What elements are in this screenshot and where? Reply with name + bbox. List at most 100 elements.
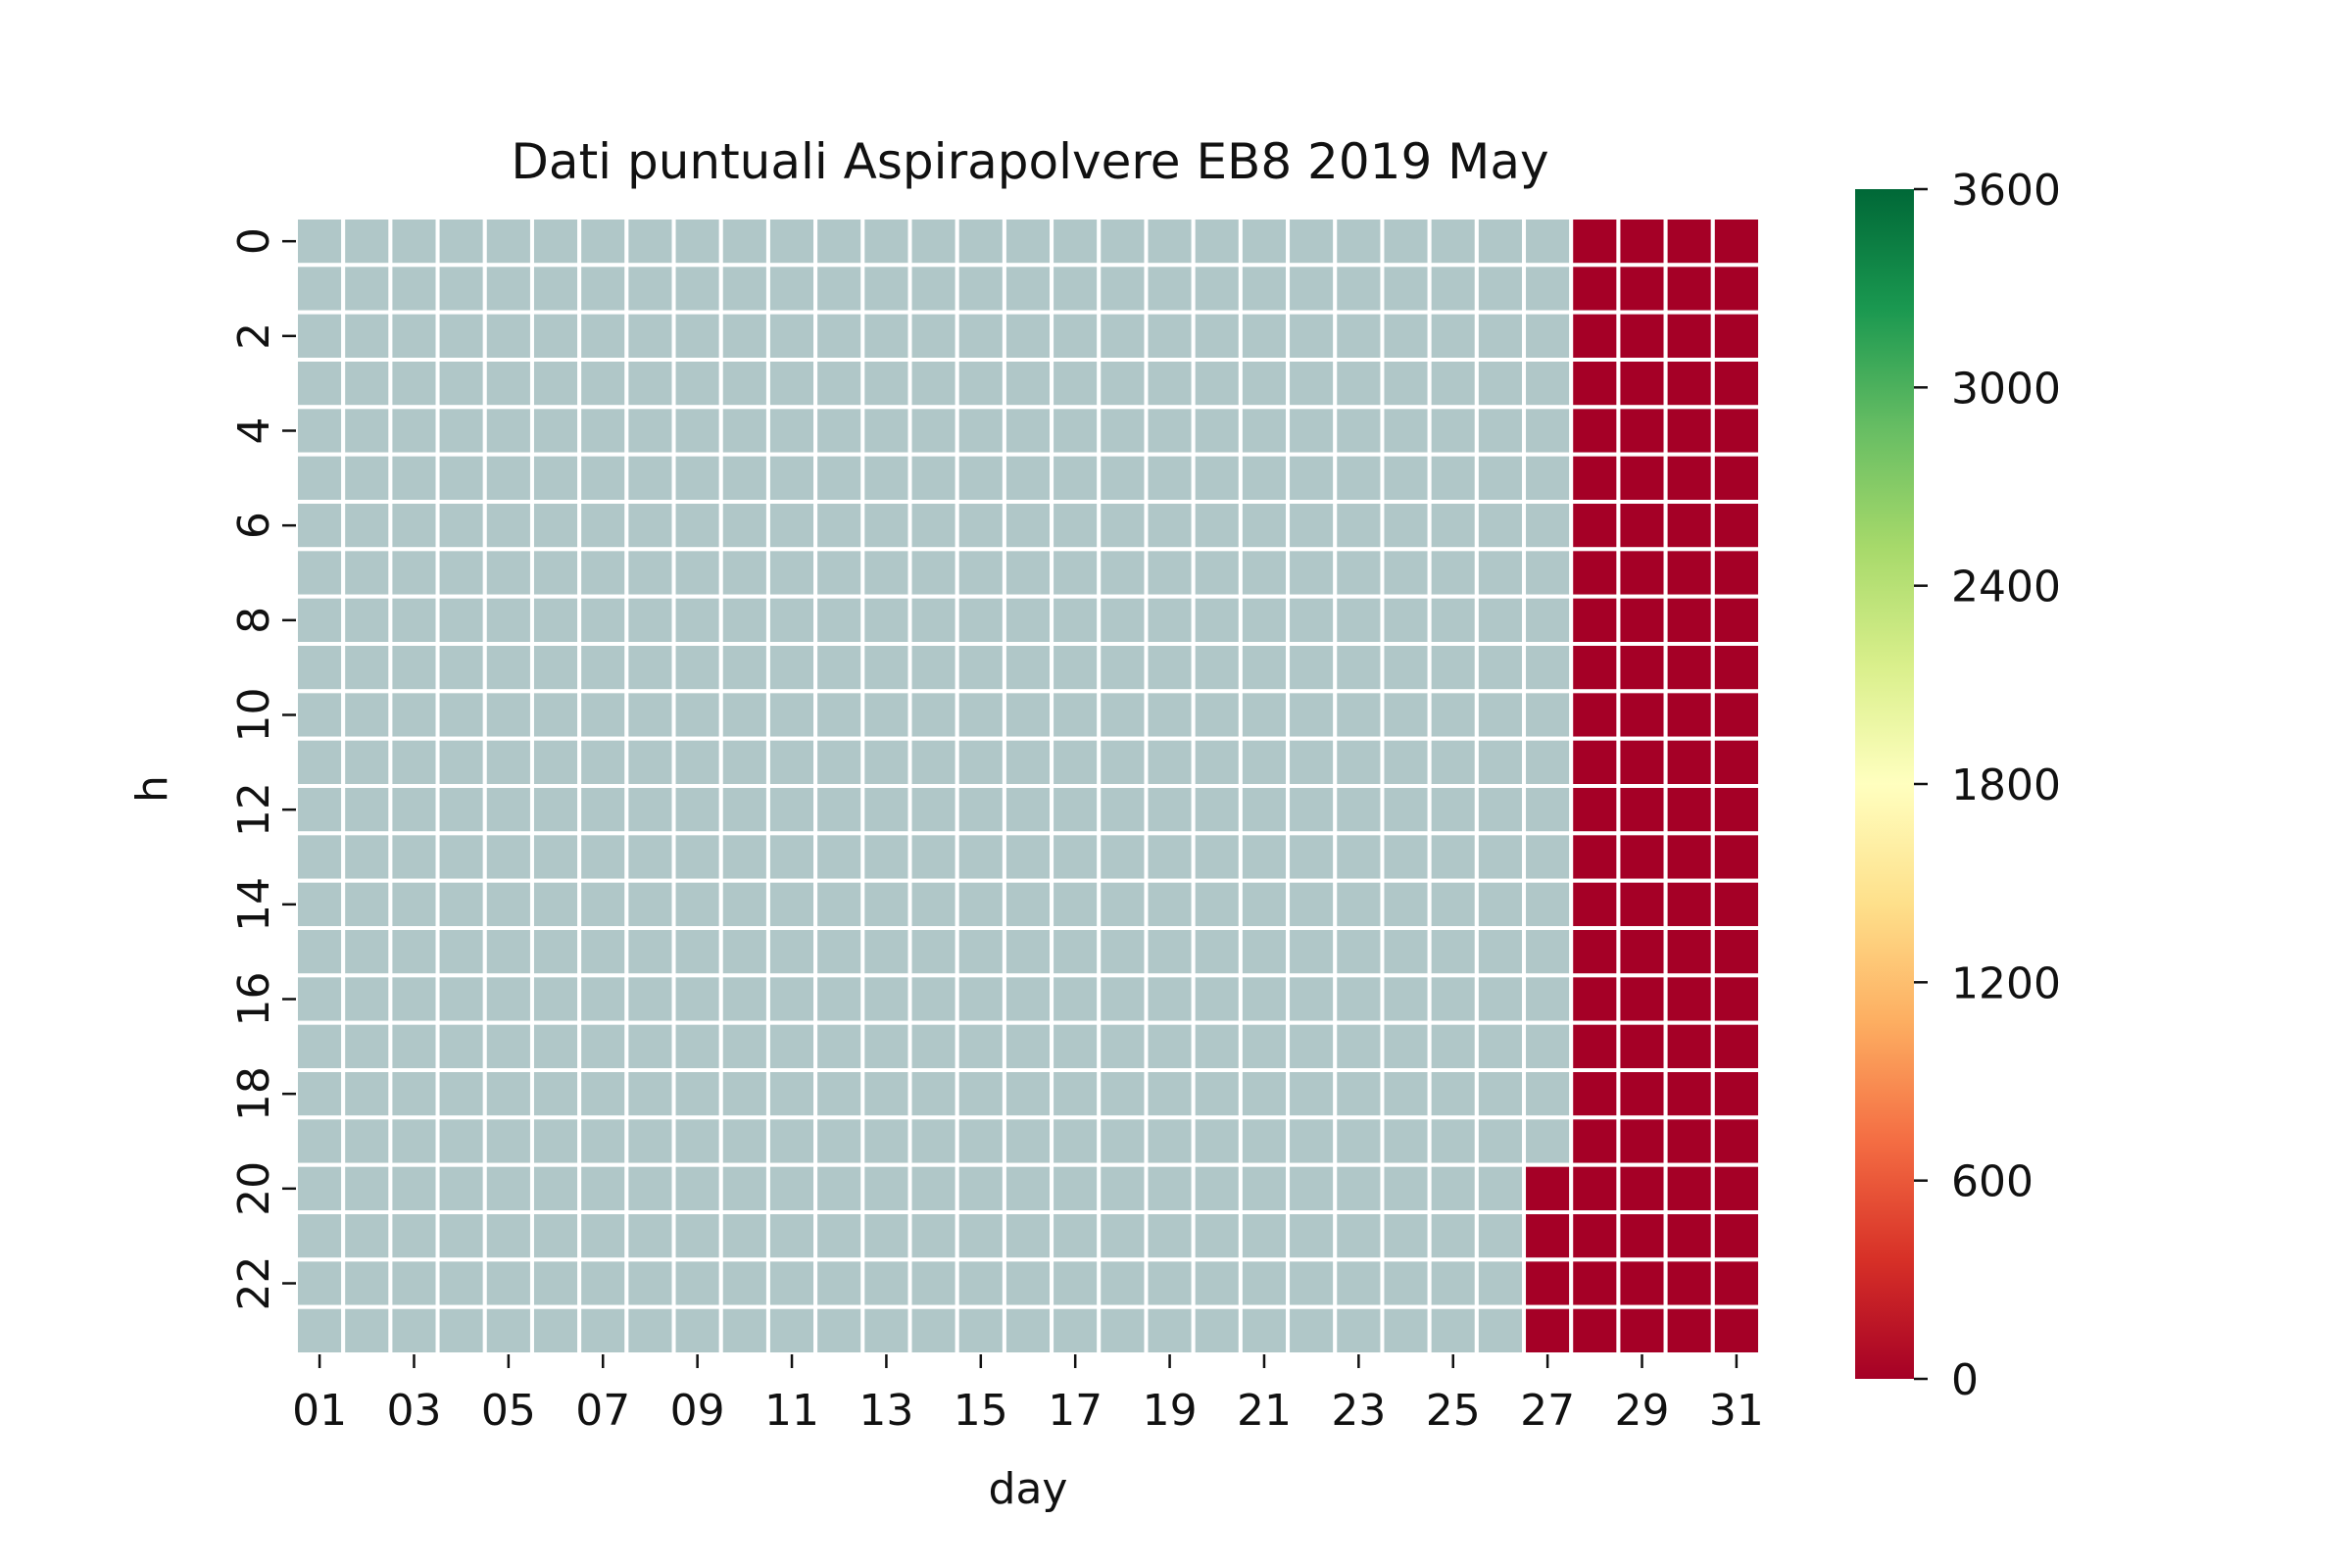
heatmap-cell	[1710, 216, 1763, 268]
heatmap-cell	[1380, 1304, 1432, 1357]
heatmap-cell	[1427, 831, 1479, 883]
heatmap-cell	[341, 452, 393, 505]
heatmap-cell	[1616, 216, 1668, 268]
y-axis-ticks: 0 2 4 6 8 10 12 14 16 18 20 22	[229, 227, 296, 1311]
heatmap-cell	[1050, 310, 1102, 363]
heatmap-cell	[1333, 1115, 1385, 1167]
heatmap-cell	[1333, 1068, 1385, 1120]
heatmap-cell	[1427, 547, 1479, 599]
heatmap-cell	[529, 263, 582, 315]
heatmap-cells	[294, 216, 1763, 1357]
heatmap-cell	[624, 452, 676, 505]
heatmap-cell	[1522, 547, 1574, 599]
heatmap-cell	[813, 310, 865, 363]
heatmap-cell	[1333, 594, 1385, 646]
heatmap-cell	[1238, 784, 1291, 836]
heatmap-cell	[388, 1304, 440, 1357]
heatmap-cell	[718, 1068, 770, 1120]
heatmap-cell	[624, 784, 676, 836]
heatmap-cell	[955, 831, 1006, 883]
heatmap-cell	[955, 1068, 1006, 1120]
heatmap-cell	[529, 1020, 582, 1073]
heatmap-cell	[624, 831, 676, 883]
heatmap-cell	[1144, 1257, 1196, 1309]
heatmap-cell	[1427, 405, 1479, 457]
heatmap-cell	[955, 263, 1006, 315]
heatmap-cell	[718, 500, 770, 552]
heatmap-cell	[577, 594, 629, 646]
heatmap-cell	[718, 736, 770, 788]
heatmap-cell	[529, 926, 582, 978]
heatmap-cell	[1238, 405, 1291, 457]
heatmap-cell	[718, 263, 770, 315]
heatmap-cell	[294, 358, 346, 410]
heatmap-cell	[765, 973, 818, 1025]
heatmap-cell	[1427, 1304, 1479, 1357]
heatmap-cell	[1380, 1162, 1432, 1215]
heatmap-cell	[671, 736, 723, 788]
heatmap-cell	[341, 547, 393, 599]
heatmap-cell	[1616, 926, 1668, 978]
heatmap-cell	[813, 500, 865, 552]
heatmap-cell	[1474, 642, 1527, 694]
heatmap-cell	[577, 358, 629, 410]
heatmap-cell	[1474, 784, 1527, 836]
heatmap-cell	[1427, 594, 1479, 646]
heatmap-cell	[860, 500, 912, 552]
heatmap-cell	[813, 547, 865, 599]
heatmap-cell	[624, 1210, 676, 1262]
heatmap-cell	[624, 1257, 676, 1309]
heatmap-cell	[1002, 1304, 1054, 1357]
heatmap-cell	[1427, 1115, 1479, 1167]
heatmap-cell	[907, 405, 959, 457]
heatmap-cell	[529, 216, 582, 268]
heatmap-cell	[388, 926, 440, 978]
heatmap-cell	[907, 547, 959, 599]
heatmap-cell	[860, 1257, 912, 1309]
heatmap-cell	[1191, 1257, 1243, 1309]
heatmap-cell	[1616, 642, 1668, 694]
x-tick-label: 07	[575, 1386, 630, 1436]
heatmap-cell	[955, 1304, 1006, 1357]
heatmap-cell	[294, 784, 346, 836]
heatmap-cell	[1427, 500, 1479, 552]
heatmap-cell	[765, 642, 818, 694]
heatmap-cell	[482, 1020, 534, 1073]
heatmap-cell	[860, 1068, 912, 1120]
heatmap-cell	[765, 1115, 818, 1167]
heatmap-cell	[624, 1115, 676, 1167]
heatmap-cell	[860, 878, 912, 930]
heatmap-cell	[671, 1115, 723, 1167]
x-tick-label: 03	[386, 1386, 441, 1436]
heatmap-cell	[1474, 263, 1527, 315]
heatmap-cell	[813, 263, 865, 315]
heatmap-cell	[860, 216, 912, 268]
heatmap-cell	[1050, 1020, 1102, 1073]
heatmap-cell	[529, 1257, 582, 1309]
heatmap-cell	[860, 594, 912, 646]
heatmap-cell	[1663, 547, 1715, 599]
heatmap-cell	[1522, 1020, 1574, 1073]
heatmap-cell	[1616, 547, 1668, 599]
heatmap-cell	[955, 547, 1006, 599]
heatmap-cell	[1002, 1020, 1054, 1073]
heatmap-cell	[1286, 1020, 1338, 1073]
heatmap-cell	[1097, 500, 1149, 552]
heatmap-cell	[435, 689, 487, 741]
heatmap-cell	[813, 1162, 865, 1215]
heatmap-cell	[435, 973, 487, 1025]
y-tick-label: 2	[229, 322, 279, 350]
heatmap-cell	[1616, 405, 1668, 457]
heatmap-cell	[1616, 831, 1668, 883]
heatmap-cell	[813, 1020, 865, 1073]
heatmap-cell	[388, 594, 440, 646]
heatmap-cell	[718, 784, 770, 836]
heatmap-cell	[1286, 831, 1338, 883]
heatmap-cell	[1427, 1257, 1479, 1309]
heatmap-cell	[1238, 1020, 1291, 1073]
heatmap-cell	[1333, 784, 1385, 836]
heatmap-cell	[1002, 736, 1054, 788]
heatmap-cell	[294, 642, 346, 694]
heatmap-cell	[1097, 1304, 1149, 1357]
